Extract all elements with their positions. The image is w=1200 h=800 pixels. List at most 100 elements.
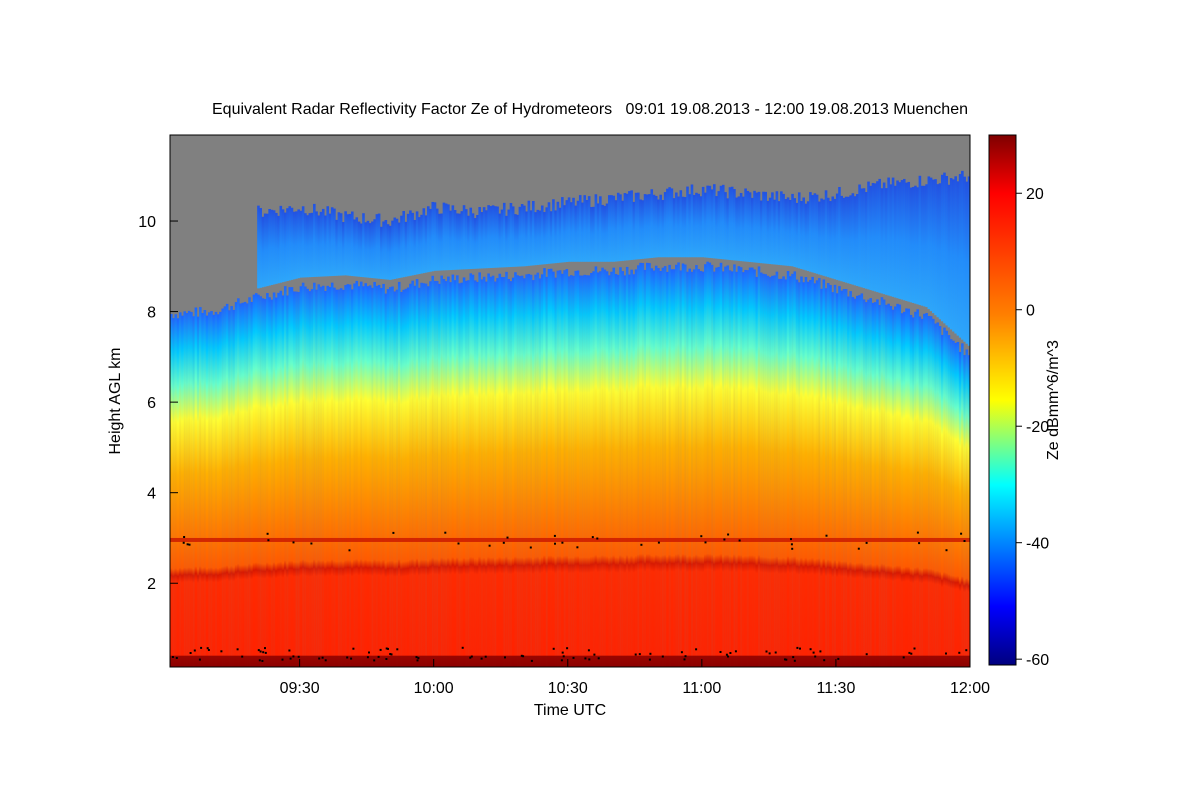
speckle-dot	[587, 649, 590, 652]
cirrus-column	[362, 213, 365, 278]
cirrus-column	[739, 193, 743, 262]
cirrus-column	[451, 205, 455, 270]
cirrus-column	[355, 217, 359, 277]
echo-column	[219, 311, 222, 667]
cirrus-column	[927, 176, 931, 310]
echo-column	[415, 279, 419, 667]
cirrus-column	[342, 222, 345, 276]
cirrus-column	[666, 188, 669, 258]
cirrus-column	[659, 194, 662, 258]
speckle-dot	[267, 539, 270, 542]
cirrus-column	[536, 209, 540, 265]
echo-column	[447, 276, 450, 667]
echo-column	[637, 265, 640, 667]
speckle-dot	[292, 541, 295, 544]
echo-column	[907, 308, 911, 667]
cirrus-column	[315, 211, 318, 277]
cirrus-column	[853, 196, 857, 286]
speckle-dot	[960, 532, 963, 535]
speckle-dot	[796, 646, 799, 649]
cirrus-column	[713, 184, 716, 259]
cirrus-column	[905, 182, 908, 301]
speckle-dot	[318, 657, 321, 660]
echo-column	[578, 275, 582, 667]
cirrus-column	[800, 201, 803, 270]
cirrus-column	[826, 197, 830, 278]
cirrus-column	[641, 200, 645, 259]
echo-column	[464, 280, 468, 667]
speckle-dot	[417, 657, 420, 660]
cirrus-column	[393, 217, 397, 279]
speckle-dot	[790, 543, 793, 546]
echo-column	[478, 272, 481, 667]
speckle-dot	[819, 650, 822, 653]
echo-column	[451, 274, 455, 667]
cirrus-column	[657, 199, 660, 258]
echo-column	[313, 282, 316, 667]
echo-column	[688, 268, 692, 667]
echo-column	[561, 273, 564, 667]
echo-column	[905, 308, 908, 667]
speckle-dot	[368, 651, 370, 654]
x-axis-label: Time UTC	[534, 702, 606, 719]
cirrus-column	[438, 213, 441, 271]
speckle-dot	[640, 543, 643, 546]
echo-column	[775, 271, 779, 667]
echo-column	[708, 262, 712, 667]
echo-column	[616, 274, 620, 667]
echo-column	[476, 281, 479, 667]
speckle-dot	[958, 651, 961, 654]
speckle-dot	[264, 647, 266, 650]
echo-column	[744, 269, 747, 667]
cirrus-column	[686, 186, 689, 258]
cirrus-column	[923, 185, 926, 307]
echo-column	[657, 268, 660, 667]
cirrus-column	[862, 188, 866, 289]
cirrus-column	[619, 194, 622, 262]
echo-column	[728, 270, 732, 667]
cirrus-column	[308, 213, 312, 278]
echo-column	[670, 269, 674, 667]
speckle-dot	[310, 542, 313, 545]
cirrus-column	[818, 201, 821, 275]
echo-column	[864, 302, 868, 667]
echo-column	[717, 266, 721, 667]
echo-column	[241, 302, 245, 667]
cirrus-column	[259, 208, 262, 288]
echo-column	[654, 265, 658, 667]
echo-column	[724, 266, 727, 667]
cirrus-column	[932, 179, 935, 314]
colorbar-label: Ze dBmm^6/m^3	[1045, 340, 1062, 460]
cirrus-column	[809, 192, 812, 272]
cirrus-column	[480, 212, 484, 269]
echo-column	[842, 288, 846, 667]
echo-column	[563, 270, 566, 667]
cirrus-column	[391, 220, 394, 280]
cirrus-column	[625, 193, 629, 261]
echo-column	[833, 284, 837, 667]
echo-column	[210, 311, 213, 667]
cirrus-column	[364, 222, 368, 278]
cirrus-column	[648, 194, 651, 259]
echo-column	[245, 303, 249, 667]
echo-column	[829, 285, 832, 667]
speckle-dot	[680, 651, 683, 654]
speckle-dot	[366, 656, 369, 659]
speckle-dot	[236, 648, 239, 651]
colorbar-tick-label: 0	[1026, 303, 1035, 320]
echo-column	[880, 297, 884, 667]
cirrus-column	[326, 206, 330, 277]
speckle-dot	[297, 655, 300, 658]
cirrus-column	[272, 210, 276, 285]
echo-column	[554, 277, 557, 667]
cirrus-column	[594, 194, 598, 262]
cirrus-column	[920, 185, 924, 306]
cirrus-column	[663, 192, 667, 258]
echo-column	[404, 288, 408, 667]
cirrus-column	[601, 204, 604, 262]
cirrus-column	[337, 212, 341, 276]
cirrus-column	[422, 208, 426, 274]
speckle-dot	[488, 544, 491, 547]
cirrus-column	[755, 192, 759, 263]
